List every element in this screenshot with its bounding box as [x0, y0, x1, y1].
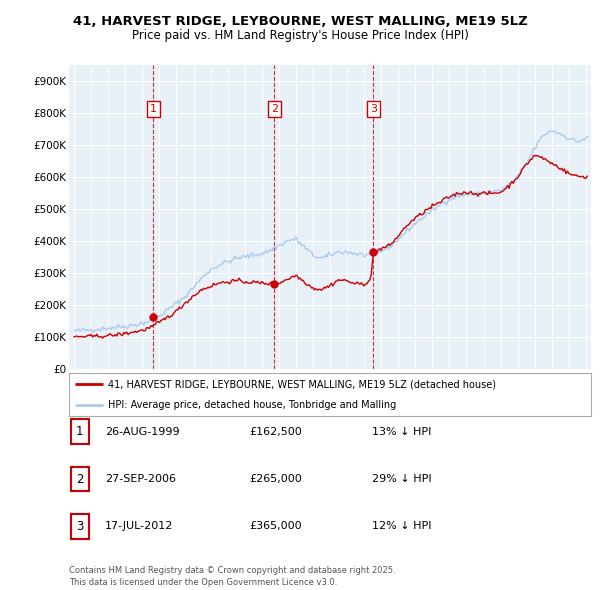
Text: 17-JUL-2012: 17-JUL-2012 — [105, 522, 173, 531]
Text: 2: 2 — [76, 473, 83, 486]
Text: 13% ↓ HPI: 13% ↓ HPI — [372, 427, 431, 437]
Text: 27-SEP-2006: 27-SEP-2006 — [105, 474, 176, 484]
Text: £162,500: £162,500 — [249, 427, 302, 437]
Text: 3: 3 — [76, 520, 83, 533]
Text: 41, HARVEST RIDGE, LEYBOURNE, WEST MALLING, ME19 5LZ: 41, HARVEST RIDGE, LEYBOURNE, WEST MALLI… — [73, 15, 527, 28]
Text: £265,000: £265,000 — [249, 474, 302, 484]
Text: 29% ↓ HPI: 29% ↓ HPI — [372, 474, 431, 484]
Text: £365,000: £365,000 — [249, 522, 302, 531]
Text: 41, HARVEST RIDGE, LEYBOURNE, WEST MALLING, ME19 5LZ (detached house): 41, HARVEST RIDGE, LEYBOURNE, WEST MALLI… — [108, 379, 496, 389]
Text: 2: 2 — [271, 104, 278, 114]
Text: 1: 1 — [76, 425, 83, 438]
Text: HPI: Average price, detached house, Tonbridge and Malling: HPI: Average price, detached house, Tonb… — [108, 401, 397, 410]
Text: 1: 1 — [150, 104, 157, 114]
Text: 26-AUG-1999: 26-AUG-1999 — [105, 427, 179, 437]
Text: 12% ↓ HPI: 12% ↓ HPI — [372, 522, 431, 531]
Text: Contains HM Land Registry data © Crown copyright and database right 2025.
This d: Contains HM Land Registry data © Crown c… — [69, 566, 395, 587]
Text: 3: 3 — [370, 104, 377, 114]
Text: Price paid vs. HM Land Registry's House Price Index (HPI): Price paid vs. HM Land Registry's House … — [131, 30, 469, 42]
